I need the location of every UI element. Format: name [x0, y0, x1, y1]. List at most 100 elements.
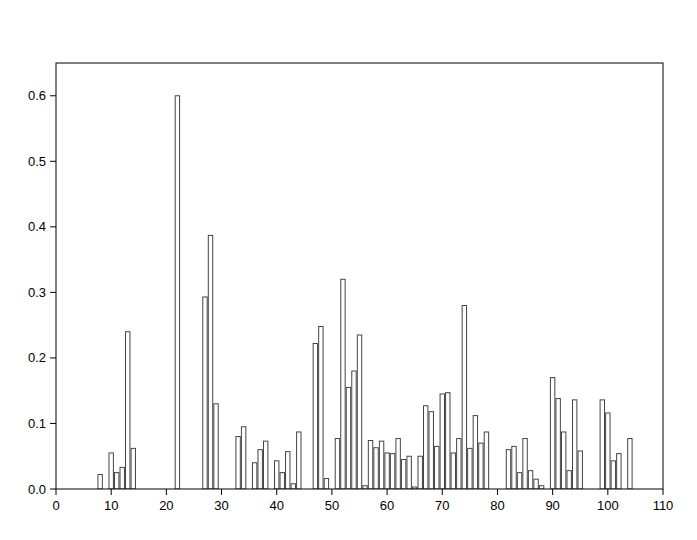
bar: [435, 446, 439, 489]
x-tick-label: 10: [104, 498, 118, 513]
x-tick: [663, 489, 664, 495]
bar: [462, 305, 466, 489]
bar: [424, 406, 428, 489]
bar: [517, 473, 521, 489]
x-tick-label: 60: [380, 498, 394, 513]
bar: [617, 454, 621, 489]
bar: [451, 453, 455, 489]
y-tick-label: 0.2: [28, 350, 46, 365]
chart: 0.00.10.20.30.40.50.60102030405060708090…: [0, 0, 697, 540]
x-tick: [111, 489, 112, 495]
bar: [440, 394, 444, 489]
bar: [126, 332, 130, 489]
x-tick-label: 90: [545, 498, 559, 513]
x-tick: [497, 489, 498, 495]
x-tick-label: 80: [490, 498, 504, 513]
bar: [429, 412, 433, 489]
bar: [606, 413, 610, 489]
bar: [479, 443, 483, 489]
bar: [286, 452, 290, 489]
bar: [120, 467, 124, 489]
bar: [258, 450, 262, 489]
bar: [131, 448, 135, 489]
bar: [214, 404, 218, 489]
bar: [523, 439, 527, 489]
bars: [98, 96, 632, 489]
y-tick-label: 0.6: [28, 88, 46, 103]
bar: [263, 441, 267, 489]
y-tick: [50, 489, 56, 490]
bar: [313, 344, 317, 489]
x-tick-label: 40: [269, 498, 283, 513]
bar: [473, 416, 477, 489]
bar: [561, 432, 565, 489]
bar: [457, 439, 461, 489]
x-tick: [276, 489, 277, 495]
bar: [291, 484, 295, 489]
bar: [628, 439, 632, 489]
y-tick: [50, 226, 56, 227]
bar: [401, 460, 405, 489]
bar: [506, 450, 510, 489]
y-tick-label: 0.5: [28, 154, 46, 169]
bar: [379, 441, 383, 489]
x-tick-label: 30: [214, 498, 228, 513]
bar: [484, 432, 488, 489]
bar: [357, 335, 361, 489]
bar: [396, 439, 400, 489]
plot-frame: [56, 63, 663, 489]
bar: [252, 463, 256, 489]
y-tick-label: 0.4: [28, 219, 46, 234]
x-tick-label: 0: [52, 498, 59, 513]
bar: [611, 461, 615, 489]
bar: [352, 371, 356, 489]
x-tick: [56, 489, 57, 495]
x-tick: [442, 489, 443, 495]
bar: [297, 432, 301, 489]
bar: [385, 453, 389, 489]
y-tick: [50, 423, 56, 424]
bar: [208, 235, 212, 489]
x-tick-label: 110: [653, 498, 674, 513]
bar: [335, 439, 339, 489]
y-tick-label: 0.0: [28, 482, 46, 497]
bar: [407, 456, 411, 489]
bar: [374, 448, 378, 489]
x-tick: [221, 489, 222, 495]
bar: [446, 393, 450, 489]
x-tick: [552, 489, 553, 495]
bar: [550, 378, 554, 489]
bar: [98, 475, 102, 489]
bar: [203, 297, 207, 489]
bar: [114, 473, 118, 489]
bar: [109, 453, 113, 489]
bar: [390, 454, 394, 489]
bar: [346, 387, 350, 489]
bar: [241, 427, 245, 489]
x-tick-label: 50: [325, 498, 339, 513]
y-tick: [50, 161, 56, 162]
x-tick-label: 70: [435, 498, 449, 513]
bar: [319, 326, 323, 489]
bar: [468, 448, 472, 489]
bar: [236, 437, 240, 489]
y-tick-label: 0.1: [28, 416, 46, 431]
y-tick: [50, 292, 56, 293]
bar: [534, 479, 538, 489]
bar: [600, 400, 604, 489]
x-tick: [166, 489, 167, 495]
x-tick-label: 20: [159, 498, 173, 513]
x-tick: [331, 489, 332, 495]
x-tick: [387, 489, 388, 495]
bar: [573, 400, 577, 489]
bar: [280, 473, 284, 489]
x-tick-label: 100: [597, 498, 619, 513]
bar: [567, 471, 571, 489]
y-tick: [50, 95, 56, 96]
y-tick: [50, 357, 56, 358]
bar: [341, 279, 345, 489]
bar: [578, 451, 582, 489]
bar: [512, 446, 516, 489]
bar: [368, 441, 372, 489]
bar: [418, 456, 422, 489]
